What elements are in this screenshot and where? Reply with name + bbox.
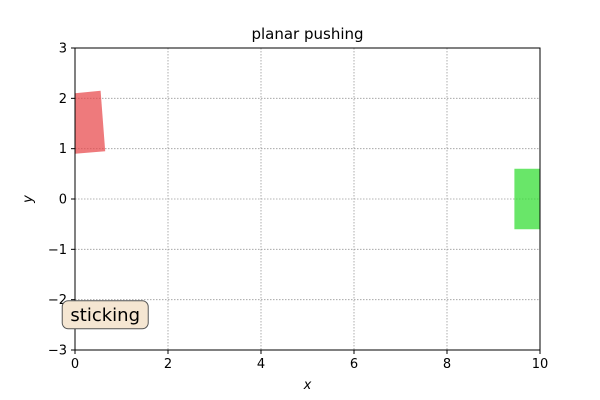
x-tick-label-4: 8	[443, 357, 451, 372]
pusher-object	[75, 90, 106, 154]
y-tick-label-6: 3	[59, 42, 67, 57]
x-tick-label-0: 0	[71, 357, 79, 372]
status-label-box	[61, 300, 149, 330]
y-tick-label-0: −3	[48, 344, 67, 359]
y-tick-label-3: 0	[59, 193, 67, 208]
x-tick-label-2: 4	[257, 357, 265, 372]
target-object	[514, 168, 540, 230]
x-tick-label-5: 10	[532, 357, 549, 372]
chart-title: planar pushing	[251, 25, 363, 43]
y-tick-label-4: 1	[59, 142, 67, 157]
y-tick-label-5: 2	[59, 92, 67, 107]
objects	[75, 90, 540, 230]
annotation: sticking	[61, 300, 149, 330]
y-axis-label: y	[21, 195, 36, 204]
status-label: sticking	[70, 305, 140, 326]
x-tick-label-3: 6	[350, 357, 358, 372]
x-axis-label: x	[303, 378, 312, 393]
x-tick-label-1: 2	[164, 357, 172, 372]
y-tick-label-2: −1	[48, 243, 67, 258]
